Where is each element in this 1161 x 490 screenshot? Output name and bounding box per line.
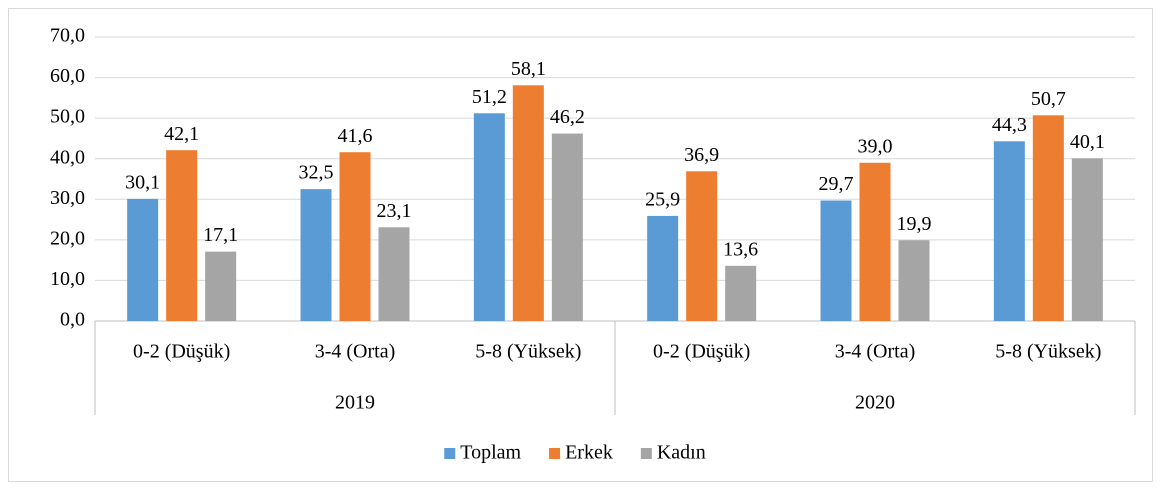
bar bbox=[378, 227, 410, 321]
group-label: 2019 bbox=[335, 392, 375, 414]
group-label: 2020 bbox=[855, 392, 895, 414]
bar bbox=[551, 133, 583, 321]
y-tick-label: 20,0 bbox=[50, 227, 85, 249]
data-label: 17,1 bbox=[203, 224, 238, 246]
bar bbox=[512, 85, 544, 321]
bar bbox=[686, 171, 718, 321]
legend-label: Kadın bbox=[657, 442, 706, 464]
x-tick-label: 5-8 (Yüksek) bbox=[475, 341, 581, 363]
bar bbox=[339, 152, 371, 321]
data-label: 40,1 bbox=[1070, 131, 1105, 153]
bar bbox=[725, 265, 757, 321]
data-label: 39,0 bbox=[858, 135, 893, 157]
bar bbox=[820, 200, 852, 321]
bar bbox=[647, 215, 679, 321]
data-label: 25,9 bbox=[645, 189, 680, 211]
bar bbox=[1071, 158, 1103, 321]
data-label: 44,3 bbox=[992, 114, 1027, 136]
y-tick-label: 30,0 bbox=[50, 187, 85, 209]
x-tick-label: 0-2 (Düşük) bbox=[133, 341, 230, 363]
data-label: 51,2 bbox=[472, 86, 507, 108]
x-tick-label: 0-2 (Düşük) bbox=[653, 341, 750, 363]
bar bbox=[993, 141, 1025, 321]
bar bbox=[300, 189, 332, 321]
bar bbox=[473, 113, 505, 321]
data-label: 13,6 bbox=[723, 238, 758, 260]
data-label: 36,9 bbox=[684, 144, 719, 166]
legend-swatch bbox=[549, 448, 561, 459]
bar bbox=[859, 162, 891, 321]
bar bbox=[898, 240, 930, 321]
data-label: 30,1 bbox=[125, 171, 160, 193]
legend-swatch bbox=[444, 448, 456, 459]
bar bbox=[1032, 115, 1064, 321]
legend-swatch bbox=[640, 448, 652, 459]
data-label: 42,1 bbox=[164, 123, 199, 145]
legend-label: Erkek bbox=[565, 442, 613, 464]
legend-label: Toplam bbox=[460, 442, 521, 464]
y-tick-label: 70,0 bbox=[50, 25, 85, 47]
bar bbox=[205, 251, 237, 321]
y-tick-label: 50,0 bbox=[50, 106, 85, 128]
data-label: 32,5 bbox=[299, 162, 334, 184]
y-tick-label: 10,0 bbox=[50, 268, 85, 290]
data-label: 41,6 bbox=[338, 125, 373, 147]
y-tick-label: 60,0 bbox=[50, 65, 85, 87]
x-tick-label: 5-8 (Yüksek) bbox=[995, 341, 1101, 363]
data-label: 23,1 bbox=[377, 200, 412, 222]
y-tick-label: 40,0 bbox=[50, 146, 85, 168]
data-label: 29,7 bbox=[819, 173, 854, 195]
data-label: 46,2 bbox=[550, 106, 585, 128]
bar bbox=[166, 150, 198, 321]
x-tick-label: 3-4 (Orta) bbox=[835, 341, 916, 363]
data-label: 50,7 bbox=[1031, 88, 1066, 110]
data-label: 19,9 bbox=[897, 213, 932, 235]
data-label: 58,1 bbox=[511, 58, 546, 80]
x-tick-label: 3-4 (Orta) bbox=[315, 341, 396, 363]
y-tick-label: 0,0 bbox=[60, 309, 85, 331]
bar bbox=[127, 198, 159, 321]
